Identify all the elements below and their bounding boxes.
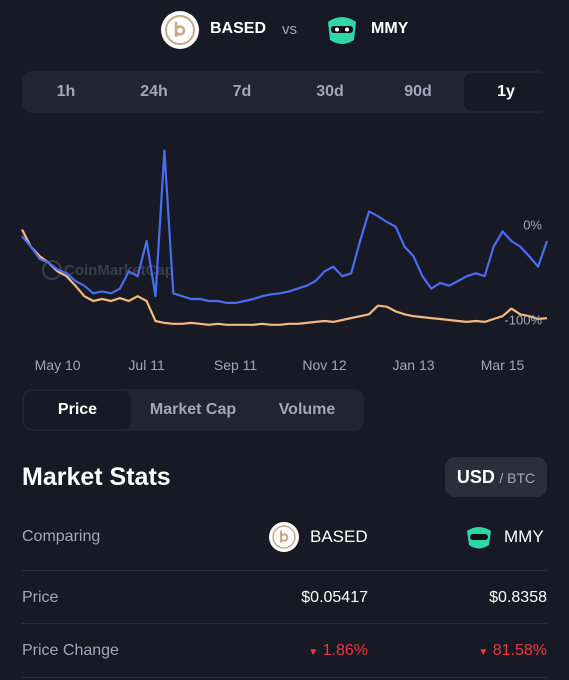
divider xyxy=(22,677,547,678)
currency: USD xyxy=(456,467,495,487)
x-tick-label: Sep 11 xyxy=(214,357,258,373)
price-change-value: 81.58% xyxy=(492,642,547,659)
timeframe-button[interactable]: 7d xyxy=(232,83,252,100)
series-line xyxy=(21,228,548,326)
row-label: Comparing xyxy=(22,528,101,545)
chart: CoinMarketCap 0% -100% May 10 Jul 11 Sep 11 No… xyxy=(21,149,549,373)
mmy-logo xyxy=(467,527,491,549)
timeframe-button[interactable]: 90d xyxy=(404,83,432,100)
timeframe-button[interactable]: 30d xyxy=(316,83,344,100)
row-label: Price Change xyxy=(22,642,119,659)
x-tick-label: May 10 xyxy=(35,357,81,373)
y-tick-label: 0% xyxy=(523,217,542,232)
tab[interactable]: Price xyxy=(24,391,131,429)
timeframe-button[interactable]: 1y xyxy=(464,73,548,111)
alt-currency: / BTC xyxy=(499,470,536,486)
divider xyxy=(22,623,547,624)
based-logo xyxy=(161,11,199,49)
metric-tabs: Price Market Cap Volume xyxy=(22,389,364,431)
tab[interactable]: Volume xyxy=(278,401,336,418)
coin-name: BASED xyxy=(210,20,267,37)
based-logo xyxy=(269,522,299,552)
timeframe-button[interactable]: 1h xyxy=(56,83,76,100)
x-tick-label: Mar 15 xyxy=(481,357,525,373)
price-change-value: 1.86% xyxy=(322,642,368,659)
price-change: ▼ 1.86% xyxy=(308,642,368,659)
price-change: ▼ 81.58% xyxy=(478,642,547,659)
row-label: Price xyxy=(22,589,59,606)
y-tick-label: -100% xyxy=(504,313,542,328)
series-line xyxy=(21,149,549,304)
coin-name: MMY xyxy=(504,527,544,546)
coin-name: MMY xyxy=(371,20,409,37)
x-tick-label: Jul 11 xyxy=(128,357,165,373)
currency-toggle[interactable]: USD / BTC xyxy=(445,457,547,497)
divider xyxy=(22,570,547,571)
price: $0.8358 xyxy=(489,589,547,606)
timeframe-button[interactable]: 24h xyxy=(140,83,168,100)
watermark: CoinMarketCap xyxy=(64,262,174,279)
vs-label: vs xyxy=(282,21,297,38)
mmy-logo xyxy=(328,17,356,44)
x-tick-label: Jan 13 xyxy=(393,357,435,373)
section-title: Market Stats xyxy=(22,463,171,491)
tab[interactable]: Market Cap xyxy=(149,401,237,418)
coin-name: BASED xyxy=(310,527,368,546)
price: $0.05417 xyxy=(301,589,368,606)
timeframe-bar: 1h 24h 7d 30d 90d 1y xyxy=(22,71,548,113)
x-tick-label: Nov 12 xyxy=(302,357,347,373)
